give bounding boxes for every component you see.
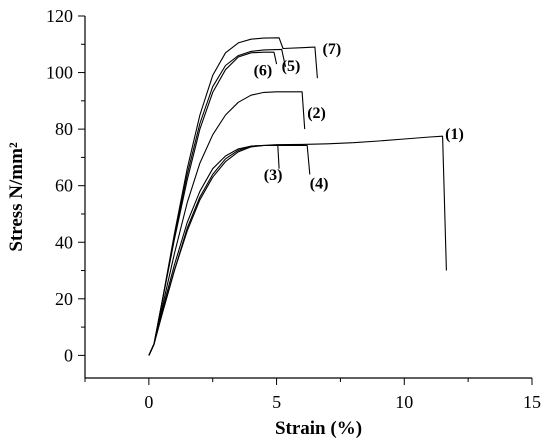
y-tick-label: 0 <box>64 345 73 365</box>
curve-label: (4) <box>310 176 329 193</box>
ticks: 0 5 10 15 0 20 40 60 80 100 120 <box>46 6 541 412</box>
series-line-4 <box>148 144 311 356</box>
y-tick-label: 20 <box>55 289 73 309</box>
axes <box>84 16 532 379</box>
curve-label: (2) <box>307 105 326 122</box>
series-line-7 <box>148 37 318 356</box>
series-line-5 <box>148 48 287 356</box>
y-tick-label: 120 <box>46 6 73 26</box>
x-tick-label: 5 <box>272 392 281 412</box>
x-tick-label: 15 <box>523 392 541 412</box>
y-tick-label: 40 <box>55 232 73 252</box>
y-tick-label: 80 <box>55 119 73 139</box>
series-line-2 <box>148 91 306 356</box>
series-line-1 <box>148 135 447 356</box>
y-tick-label: 60 <box>55 176 73 196</box>
curve-label: (3) <box>264 167 283 184</box>
curve-label: (5) <box>282 58 301 75</box>
x-tick-label: 0 <box>144 392 153 412</box>
curve-label: (1) <box>445 126 464 143</box>
x-tick-label: 10 <box>395 392 413 412</box>
series-line-6 <box>148 51 278 356</box>
y-tick-label: 100 <box>46 63 73 83</box>
y-axis-title: Stress N/mm² <box>6 142 27 252</box>
curve-label: (6) <box>254 62 273 79</box>
x-axis-title: Strain (%) <box>275 418 362 439</box>
curve-labels: (1) (2) (3) (4) (5) (6) (7) <box>254 41 464 192</box>
curve-label: (7) <box>323 41 342 58</box>
series-layer <box>148 37 447 356</box>
series-line-3 <box>148 144 280 356</box>
